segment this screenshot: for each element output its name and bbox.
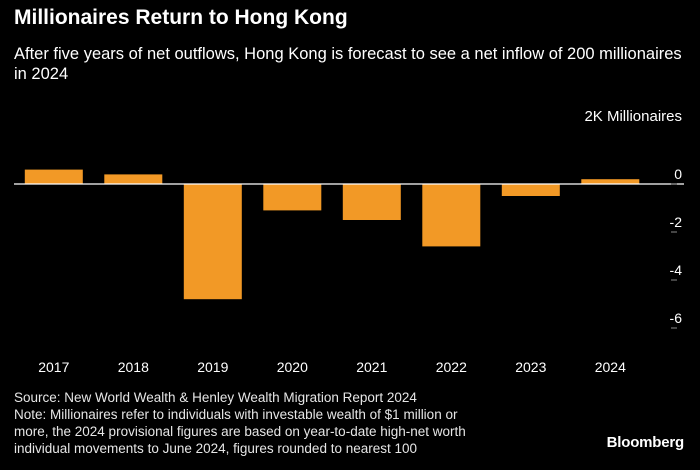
y-axis-unit-label: 2K Millionaires [584, 108, 682, 125]
bar-chart: 0 -2 -4 -6 2017 2018 2019 2020 2021 2022 2023 2024… [14, 108, 684, 375]
bar-2018 [104, 174, 163, 184]
x-tick-label: 2024 [595, 359, 626, 375]
bloomberg-logo: Bloomberg [606, 434, 685, 451]
x-axis: 2017 2018 2019 2020 2021 2022 2023 2024 [38, 359, 626, 375]
y-tick-label: -4 [670, 262, 683, 278]
bar-series [24, 169, 640, 300]
bar-2021 [342, 184, 401, 220]
x-tick-label: 2019 [197, 359, 228, 375]
x-tick-label: 2018 [118, 359, 149, 375]
y-tick-label: -6 [670, 310, 683, 326]
bar-2020 [263, 184, 322, 211]
note-line: more, the 2024 provisional figures are b… [14, 424, 466, 439]
source-note: Source: New World Wealth & Henley Wealth… [14, 390, 417, 405]
note-line: individual movements to June 2024, figur… [14, 441, 418, 456]
x-tick-label: 2017 [38, 359, 69, 375]
chart-footer: Source: New World Wealth & Henley Wealth… [14, 389, 574, 457]
x-tick-label: 2023 [515, 359, 546, 375]
bar-2023 [501, 184, 560, 196]
bar-2024 [581, 179, 640, 184]
bar-2017 [24, 169, 83, 184]
x-tick-label: 2021 [356, 359, 387, 375]
chart-subtitle: After five years of net outflows, Hong K… [14, 45, 682, 83]
y-tick-label: 0 [674, 166, 682, 182]
chart-title: Millionaires Return to Hong Kong [14, 6, 348, 29]
x-tick-label: 2022 [436, 359, 467, 375]
bar-2019 [183, 184, 242, 300]
note-line: Note: Millionaires refer to individuals … [14, 407, 458, 422]
y-tick-label: -2 [670, 214, 683, 230]
x-tick-label: 2020 [277, 359, 308, 375]
y-axis: 0 -2 -4 -6 [670, 166, 683, 329]
bar-2022 [422, 184, 481, 247]
